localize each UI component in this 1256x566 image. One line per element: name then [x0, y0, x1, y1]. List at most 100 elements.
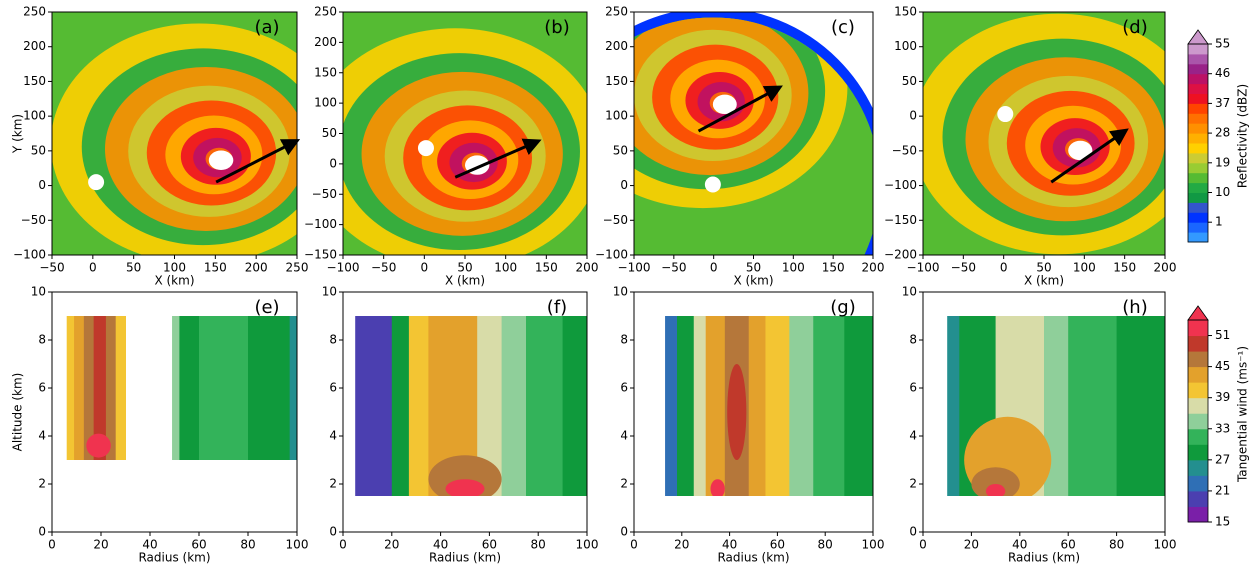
y-tick-label: 8: [909, 333, 917, 347]
colorbar-tick-label: 1: [1215, 215, 1223, 229]
y-tick-label: 200: [23, 39, 46, 53]
y-tick-label: 4: [329, 429, 337, 443]
y-tick-label: 100: [314, 96, 337, 110]
x-tick-label: −50: [371, 261, 396, 275]
y-tick-label: −100: [884, 178, 917, 192]
radar-site: [704, 176, 721, 193]
x-tick-label: 0: [48, 538, 56, 552]
x-tick-label: 150: [1113, 261, 1136, 275]
contour-band: [289, 316, 297, 460]
y-tick-label: 8: [329, 333, 337, 347]
y-tick-label: 10: [31, 285, 46, 299]
x-tick-label: 0: [421, 261, 429, 275]
colorbar-band: [1188, 382, 1208, 399]
y-tick-label: 0: [620, 178, 628, 192]
x-tick-label: 200: [862, 261, 885, 275]
y-tick-label: 250: [23, 5, 46, 19]
colorbar-band: [1188, 222, 1208, 233]
x-tick-label: 20: [964, 538, 979, 552]
x-axis-label: Radius (km): [429, 551, 501, 565]
y-tick-label: −50: [603, 213, 628, 227]
contour-band: [105, 316, 117, 460]
contour-band: [765, 316, 790, 496]
contour-band: [248, 316, 291, 460]
colorbar-label: Tangential wind (ms⁻¹): [1236, 346, 1250, 483]
field: [343, 12, 587, 255]
colorbar-band: [1188, 490, 1208, 507]
colorbar-tick-label: 37: [1215, 96, 1230, 110]
y-tick-label: 150: [314, 65, 337, 79]
y-tick-label: 2: [38, 477, 46, 491]
x-tick-label: 200: [1154, 261, 1177, 275]
plot-frame: [922, 291, 1166, 533]
x-tick-label: 150: [204, 261, 227, 275]
y-tick-label: 8: [620, 333, 628, 347]
colorbar-band: [1188, 428, 1208, 445]
colorbar-band: [1188, 83, 1208, 94]
panel-label: (c): [831, 17, 855, 38]
colorbar-band: [1188, 444, 1208, 461]
rainbands: [343, 28, 587, 255]
contour-band: [408, 316, 429, 496]
contour-band: [789, 316, 814, 496]
x-tick-label: −100: [618, 261, 651, 275]
x-tick-label: 60: [770, 538, 785, 552]
contours: [947, 316, 1165, 496]
plot-frame: [633, 291, 874, 533]
panel-label: (h): [1122, 297, 1147, 318]
field: [947, 316, 1165, 496]
y-tick-label: 2: [329, 477, 337, 491]
y-tick-label: 4: [620, 429, 628, 443]
x-tick-label: 20: [674, 538, 689, 552]
x-tick-label: −100: [907, 261, 940, 275]
rainbands: [923, 13, 1165, 255]
x-axis-label: X (km): [445, 274, 485, 288]
x-tick-label: 0: [1000, 261, 1008, 275]
plot-frame: [342, 291, 588, 533]
x-tick-label: 80: [818, 538, 833, 552]
x-tick-label: 40: [722, 538, 737, 552]
colorbar-tick-label: 10: [1215, 185, 1230, 199]
y-tick-label: 6: [909, 381, 917, 395]
x-tick-label: 0: [919, 538, 927, 552]
y-tick-label: 200: [605, 39, 628, 53]
y-tick-label: 100: [894, 39, 917, 53]
x-tick-label: 0: [630, 538, 638, 552]
y-tick-label: −100: [595, 248, 628, 262]
colorbar-band: [1188, 103, 1208, 114]
colorbar-tick-label: 45: [1215, 359, 1230, 373]
field: [355, 316, 587, 496]
contours: [355, 316, 587, 496]
x-tick-label: 60: [482, 538, 497, 552]
y-tick-label: 50: [902, 74, 917, 88]
x-tick-label: 200: [576, 261, 599, 275]
colorbar-band: [1188, 182, 1208, 193]
colorbar-band: [1188, 506, 1208, 523]
x-tick-label: 80: [1109, 538, 1124, 552]
panel-label: (a): [254, 17, 279, 38]
y-tick-label: 0: [909, 109, 917, 123]
panel-label: (d): [1122, 17, 1147, 38]
x-tick-label: −100: [327, 261, 360, 275]
contour-core: [86, 433, 111, 458]
colorbar-tick-label: 39: [1215, 390, 1230, 404]
y-tick-label: 250: [605, 5, 628, 19]
field: [923, 12, 1165, 255]
y-tick-label: −150: [304, 248, 337, 262]
panel-label: (e): [254, 297, 279, 318]
colorbar-label: Reflectivity (dBZ): [1236, 84, 1250, 188]
colorbar-tick-label: 19: [1215, 155, 1230, 169]
x-tick-label: 50: [457, 261, 472, 275]
colorbar-tick-label: 46: [1215, 66, 1230, 80]
x-tick-label: 80: [240, 538, 255, 552]
x-tick-label: 100: [286, 538, 309, 552]
y-tick-label: 50: [31, 143, 46, 157]
colorbar-tick-label: 55: [1215, 37, 1230, 51]
y-tick-label: 2: [620, 477, 628, 491]
contour-band: [562, 316, 587, 496]
colorbar-band: [1188, 459, 1208, 476]
contour-band: [501, 316, 527, 496]
panel-label: (b): [544, 17, 569, 38]
x-tick-label: 50: [1036, 261, 1051, 275]
